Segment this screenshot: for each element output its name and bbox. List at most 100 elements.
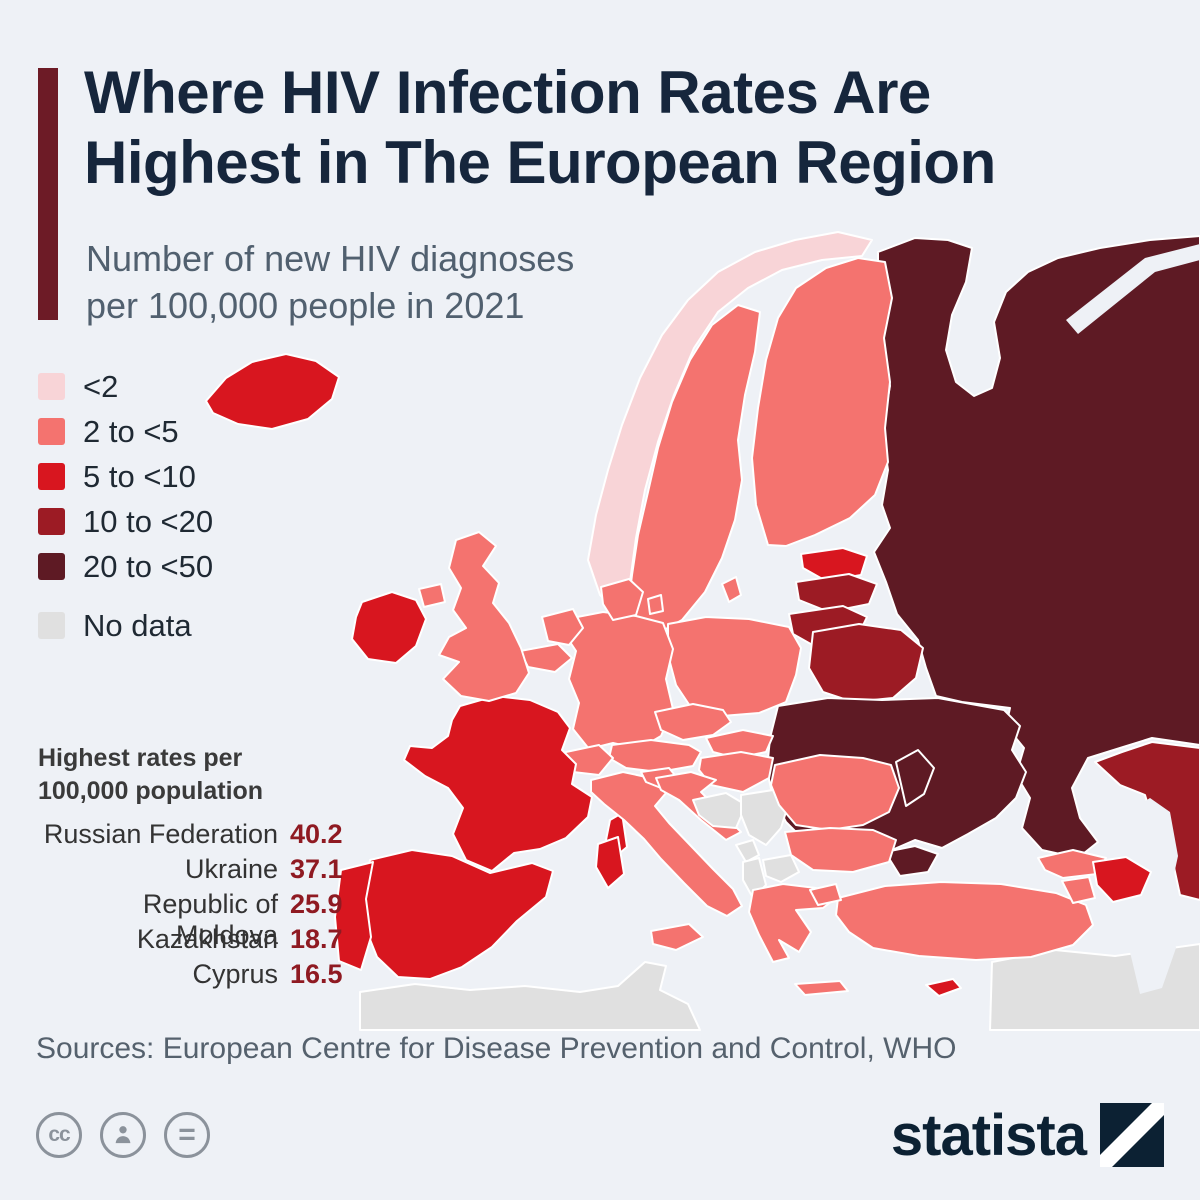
country-cyprus xyxy=(925,978,962,997)
legend: <2 2 to <5 5 to <10 10 to <20 20 to <50 … xyxy=(38,364,213,648)
statista-logo-mark xyxy=(1100,1103,1164,1167)
country-crete xyxy=(794,980,849,996)
legend-item: 20 to <50 xyxy=(38,544,213,589)
country-france xyxy=(403,695,593,872)
country-denmark-island xyxy=(647,594,664,615)
legend-label: <2 xyxy=(83,368,119,404)
country-turkey-europe xyxy=(809,883,842,906)
highest-rates-title: Highest rates per 100,000 population xyxy=(38,742,348,807)
country-north-macedonia xyxy=(762,854,800,883)
country-ireland xyxy=(351,591,427,664)
country-sardinia xyxy=(595,836,625,889)
country-north-africa xyxy=(359,961,701,1031)
legend-swatch xyxy=(38,612,65,639)
country-russia xyxy=(873,235,1200,859)
country-austria xyxy=(608,739,702,773)
rates-list: Russian Federation 40.2 Ukraine 37.1 Rep… xyxy=(38,819,348,994)
page-subtitle-line1: Number of new HIV diagnoses xyxy=(86,238,575,279)
country-latvia xyxy=(795,573,878,613)
country-armenia xyxy=(1061,876,1096,904)
rate-row: Kazakhstan 18.7 xyxy=(38,924,348,959)
country-sicily xyxy=(650,923,704,951)
country-iceland xyxy=(205,353,340,430)
country-bulgaria xyxy=(784,827,897,873)
country-united-kingdom xyxy=(438,531,530,702)
legend-swatch xyxy=(38,508,65,535)
country-northern-ireland xyxy=(418,583,446,608)
arctic-strait xyxy=(1066,244,1200,334)
legend-swatch xyxy=(38,418,65,445)
legend-label: No data xyxy=(83,607,192,643)
legend-item: 2 to <5 xyxy=(38,409,213,454)
attribution-icon xyxy=(100,1112,146,1158)
rate-row: Republic of Moldova 25.9 xyxy=(38,889,348,950)
equals-glyph: = xyxy=(178,1118,196,1151)
accent-bar xyxy=(38,68,58,320)
legend-item: 10 to <20 xyxy=(38,499,213,544)
cc-icon-glyph: cc xyxy=(48,1123,70,1146)
country-azerbaijan xyxy=(1092,856,1152,903)
legend-swatch xyxy=(38,463,65,490)
legend-label: 20 to <50 xyxy=(83,548,214,584)
country-hungary xyxy=(698,751,774,793)
rate-row: Russian Federation 40.2 xyxy=(38,819,348,854)
no-derivatives-icon: = xyxy=(164,1112,210,1158)
legend-swatch xyxy=(38,373,65,400)
rate-country: Ukraine xyxy=(184,854,278,884)
legend-label: 10 to <20 xyxy=(83,503,214,539)
highest-rates-panel: Highest rates per 100,000 population Rus… xyxy=(38,742,348,994)
country-moldova xyxy=(895,749,935,807)
country-crimea xyxy=(884,845,939,877)
rate-value: 40.2 xyxy=(290,819,343,849)
page-subtitle: Number of new HIV diagnoses per 100,000 … xyxy=(86,236,574,330)
country-turkey xyxy=(835,881,1094,961)
statista-wordmark: statista xyxy=(890,1102,1087,1168)
rate-country: Cyprus xyxy=(192,959,278,989)
country-slovakia xyxy=(705,729,774,759)
highest-rates-title-line2: 100,000 population xyxy=(38,776,264,805)
country-poland xyxy=(667,616,802,717)
rate-row: Cyprus 16.5 xyxy=(38,959,348,994)
country-bosnia xyxy=(692,792,747,829)
legend-item: 5 to <10 xyxy=(38,454,213,499)
rate-value: 18.7 xyxy=(290,924,343,954)
country-denmark xyxy=(600,578,644,621)
country-netherlands xyxy=(541,608,584,646)
rate-country: Russian Federation xyxy=(43,819,278,849)
country-romania xyxy=(770,754,900,831)
caspian-sea xyxy=(1124,798,1178,994)
page-title-line1: Where HIV Infection Rates Are xyxy=(84,59,931,126)
legend-swatch xyxy=(38,553,65,580)
sources-text: Sources: European Centre for Disease Pre… xyxy=(36,1032,957,1065)
statista-logo: statista xyxy=(891,1102,1164,1169)
rate-value: 16.5 xyxy=(290,959,343,989)
country-germany xyxy=(565,611,674,750)
country-finland xyxy=(751,257,893,547)
country-sweden xyxy=(627,304,761,636)
country-gotland xyxy=(721,576,742,603)
legend-label: 2 to <5 xyxy=(83,413,179,449)
page-title: Where HIV Infection Rates Are Highest in… xyxy=(84,58,996,197)
rate-country: Republic of Moldova xyxy=(142,889,278,950)
rate-value: 25.9 xyxy=(290,889,343,919)
country-estonia xyxy=(800,547,868,582)
page-title-line2: Highest in The European Region xyxy=(84,128,996,196)
country-portugal xyxy=(334,861,374,971)
person-icon xyxy=(115,1126,131,1144)
legend-item: <2 xyxy=(38,364,213,409)
country-czechia xyxy=(654,703,732,741)
country-montenegro xyxy=(735,839,760,863)
legend-item: No data xyxy=(38,603,213,648)
highest-rates-title-line1: Highest rates per xyxy=(38,744,243,772)
footer: cc = statista xyxy=(36,1100,1164,1170)
rate-country: Kazakhstan xyxy=(136,924,278,954)
cc-icon: cc xyxy=(36,1112,82,1158)
rate-row: Ukraine 37.1 xyxy=(38,854,348,889)
legend-label: 5 to <10 xyxy=(83,458,196,494)
rate-value: 37.1 xyxy=(290,854,343,884)
country-norway xyxy=(587,231,873,613)
country-belarus xyxy=(808,623,924,703)
page-subtitle-line2: per 100,000 people in 2021 xyxy=(86,284,525,326)
country-spain xyxy=(363,849,554,980)
